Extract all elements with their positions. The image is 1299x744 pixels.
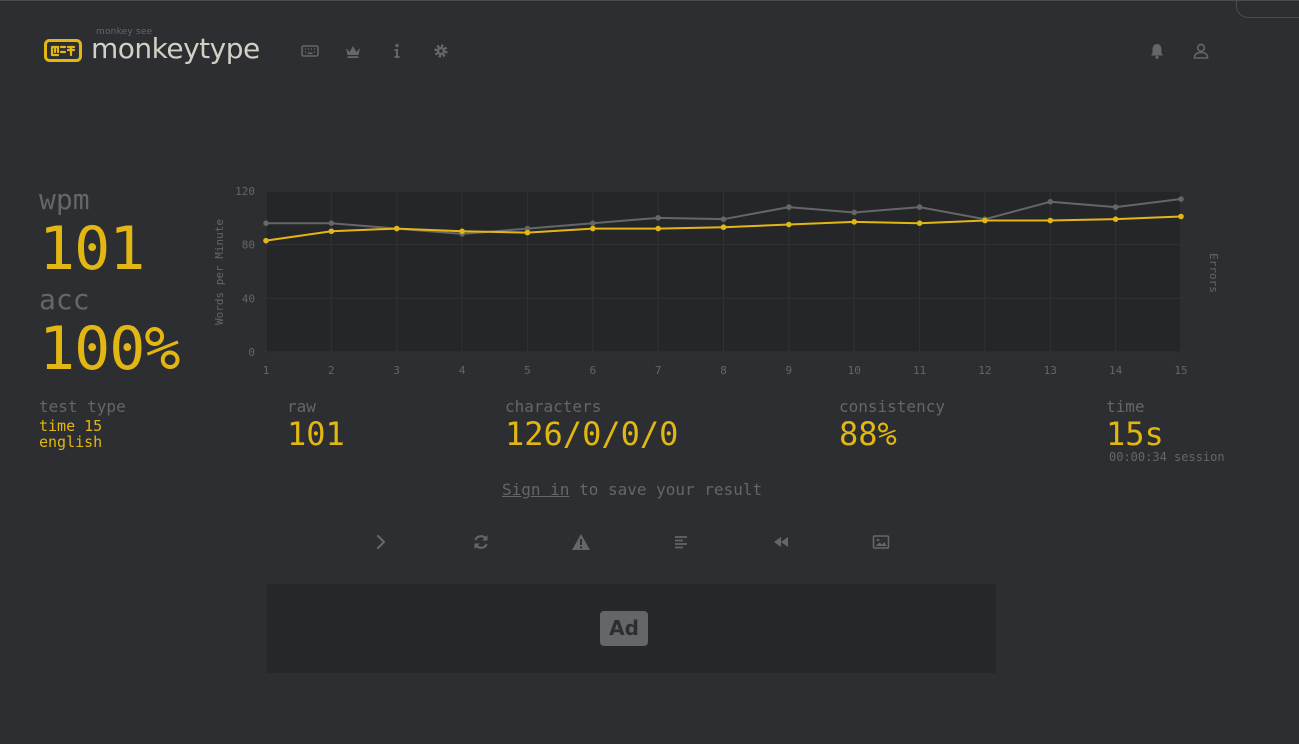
warning-icon bbox=[572, 534, 590, 550]
words-history-icon bbox=[675, 536, 687, 549]
wpm-label: wpm bbox=[39, 183, 90, 216]
gear-icon[interactable] bbox=[432, 42, 450, 60]
x-tick-label: 8 bbox=[720, 364, 727, 377]
series-point-0[interactable] bbox=[589, 220, 596, 226]
series-point-0[interactable] bbox=[524, 225, 531, 232]
accuracy-label: acc bbox=[39, 283, 90, 316]
y-tick-label: 120 bbox=[235, 185, 255, 198]
replay-button[interactable] bbox=[771, 532, 791, 552]
next-test-button[interactable] bbox=[371, 532, 391, 552]
series-point-1[interactable] bbox=[720, 224, 727, 231]
series-point-1[interactable] bbox=[1112, 216, 1119, 222]
y-tick-label: 0 bbox=[248, 346, 255, 359]
characters-label: characters bbox=[505, 397, 602, 416]
series-point-1[interactable] bbox=[655, 225, 661, 232]
corner-popup-edge bbox=[1236, 0, 1299, 18]
series-point-1[interactable] bbox=[851, 219, 858, 225]
restart-button[interactable] bbox=[471, 532, 491, 552]
user-icon[interactable] bbox=[1192, 42, 1210, 60]
x-tick-label: 6 bbox=[589, 364, 596, 377]
series-point-1[interactable] bbox=[589, 225, 596, 232]
series-point-0[interactable] bbox=[263, 220, 269, 226]
y-tick-label: 40 bbox=[242, 292, 255, 305]
y-tick-label: 80 bbox=[242, 239, 255, 252]
ad-badge: Ad bbox=[600, 611, 648, 646]
series-point-1[interactable] bbox=[982, 217, 988, 224]
replay-icon bbox=[774, 537, 788, 547]
info-icon[interactable] bbox=[388, 42, 406, 60]
series-point-0[interactable] bbox=[1112, 204, 1119, 210]
keyboard-icon[interactable] bbox=[301, 42, 319, 60]
series-point-1[interactable] bbox=[459, 228, 465, 235]
accuracy-value[interactable]: 100% bbox=[39, 314, 180, 384]
words-history-button[interactable] bbox=[671, 532, 691, 552]
x-tick-label: 3 bbox=[393, 364, 400, 377]
series-point-0[interactable] bbox=[720, 216, 727, 222]
x-tick-label: 14 bbox=[1109, 364, 1123, 377]
screenshot-button[interactable] bbox=[871, 532, 891, 552]
bell-icon[interactable] bbox=[1148, 42, 1166, 60]
x-tick-label: 9 bbox=[786, 364, 793, 377]
series-point-1[interactable] bbox=[393, 225, 400, 232]
x-tick-label: 1 bbox=[263, 364, 270, 377]
consistency-value[interactable]: 88% bbox=[839, 415, 897, 453]
x-tick-label: 10 bbox=[848, 364, 861, 377]
series-point-1[interactable] bbox=[1047, 217, 1054, 224]
ad-container[interactable]: Ad bbox=[267, 584, 996, 673]
window-top-border bbox=[0, 0, 1299, 1]
test-type-label: test type bbox=[39, 397, 126, 416]
next-test-icon bbox=[376, 534, 386, 550]
raw-label: raw bbox=[287, 397, 316, 416]
screenshot-icon bbox=[872, 535, 890, 549]
series-point-0[interactable] bbox=[1178, 196, 1184, 202]
x-tick-label: 5 bbox=[524, 364, 531, 377]
sign-in-rest: to save your result bbox=[569, 480, 763, 499]
y-axis-label: Words per Minute bbox=[213, 219, 226, 325]
test-type-language: english bbox=[39, 433, 103, 451]
x-tick-label: 15 bbox=[1174, 364, 1187, 377]
restart-icon bbox=[474, 535, 488, 549]
sign-in-notice: Sign in to save your result bbox=[502, 480, 762, 499]
x-tick-label: 13 bbox=[1044, 364, 1057, 377]
time-label: time bbox=[1106, 397, 1145, 416]
crown-icon[interactable] bbox=[344, 42, 362, 60]
y2-axis-label: Errors bbox=[1207, 253, 1220, 293]
series-point-0[interactable] bbox=[328, 220, 335, 226]
report-button[interactable] bbox=[571, 532, 591, 552]
series-point-1[interactable] bbox=[328, 228, 335, 235]
series-point-1[interactable] bbox=[263, 237, 269, 244]
series-point-0[interactable] bbox=[851, 209, 858, 216]
x-tick-label: 12 bbox=[978, 364, 991, 377]
series-point-1[interactable] bbox=[786, 221, 792, 228]
logo-subtitle: monkey see bbox=[96, 27, 153, 37]
logo-title[interactable]: monkeytype bbox=[91, 32, 260, 65]
sign-in-link[interactable]: Sign in bbox=[502, 480, 570, 499]
series-point-0[interactable] bbox=[655, 215, 661, 221]
x-tick-label: 4 bbox=[459, 364, 466, 377]
raw-value[interactable]: 101 bbox=[287, 415, 345, 453]
series-point-1[interactable] bbox=[524, 229, 531, 236]
monkeytype-logo-icon[interactable] bbox=[44, 39, 82, 62]
series-point-0[interactable] bbox=[916, 204, 923, 210]
series-point-1[interactable] bbox=[916, 220, 923, 226]
series-point-1[interactable] bbox=[1178, 213, 1184, 220]
session-time: 00:00:34 session bbox=[1109, 450, 1225, 464]
test-type-mode: time 15 bbox=[39, 417, 103, 435]
time-value[interactable]: 15s bbox=[1106, 415, 1164, 453]
consistency-label: consistency bbox=[839, 397, 945, 416]
x-tick-label: 7 bbox=[655, 364, 662, 377]
characters-value[interactable]: 126/0/0/0 bbox=[505, 415, 679, 453]
series-point-0[interactable] bbox=[1047, 198, 1054, 205]
x-tick-label: 2 bbox=[328, 364, 335, 377]
wpm-value[interactable]: 101 bbox=[39, 214, 145, 284]
series-point-0[interactable] bbox=[786, 204, 792, 210]
x-tick-label: 11 bbox=[913, 364, 926, 377]
